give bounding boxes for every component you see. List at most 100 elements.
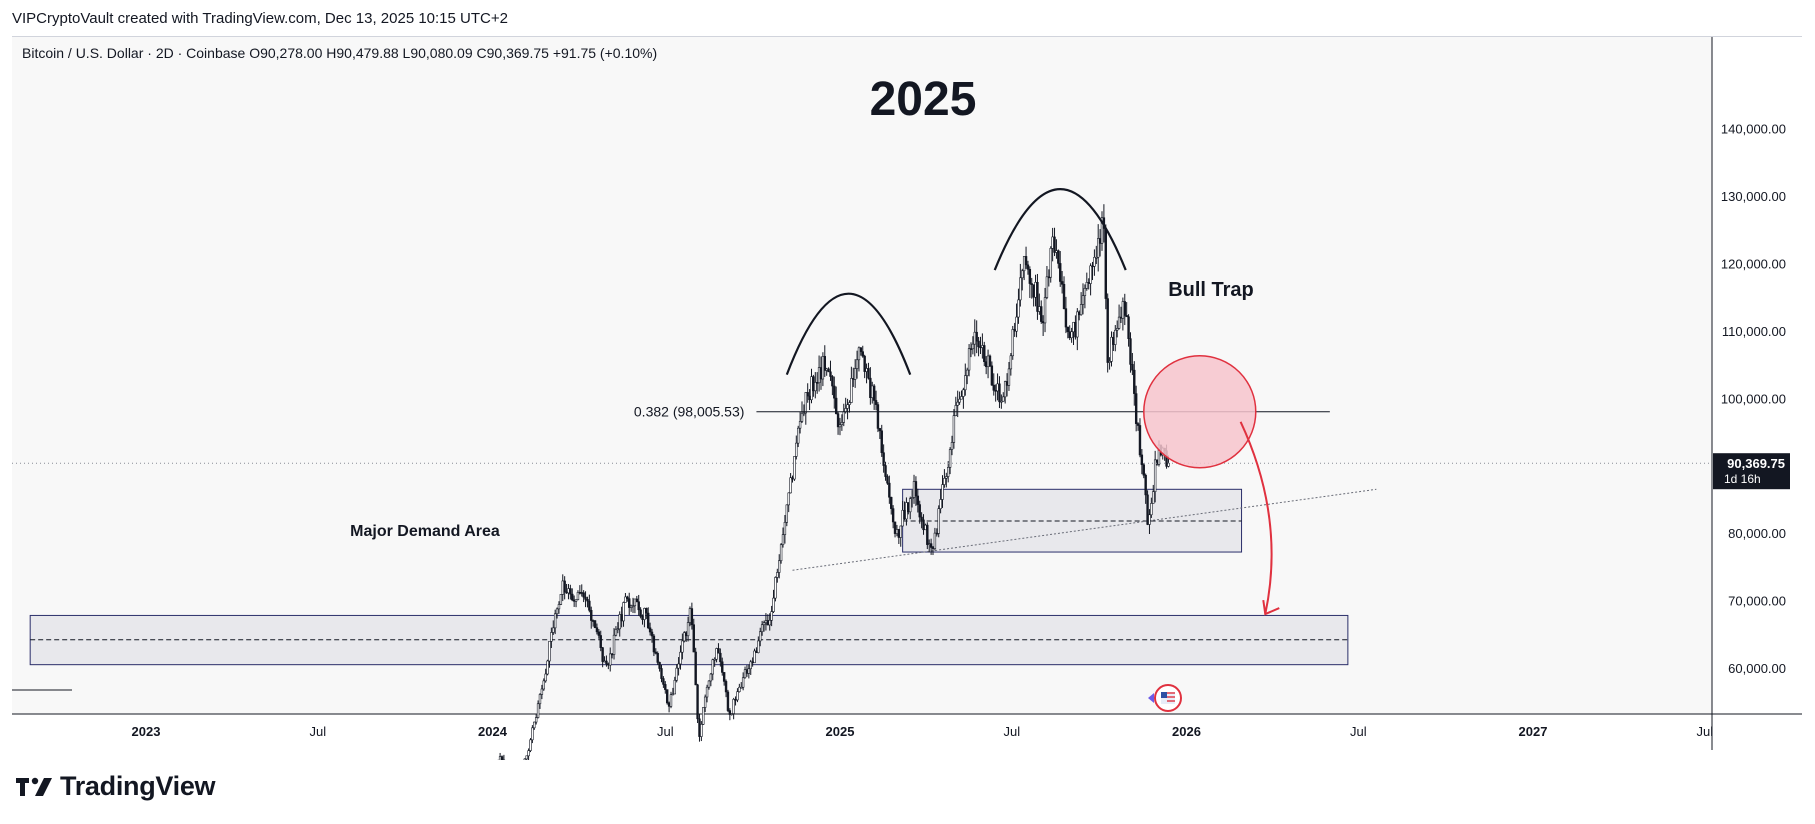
bull-trap-label: Bull Trap bbox=[1168, 279, 1254, 301]
candle bbox=[536, 700, 540, 719]
candle bbox=[550, 627, 553, 648]
candle bbox=[1138, 418, 1142, 458]
symbol-legend[interactable]: Bitcoin / U.S. Dollar · 2D · Coinbase O9… bbox=[22, 45, 657, 61]
candle bbox=[1002, 392, 1005, 402]
event-marker-pointer bbox=[1148, 693, 1154, 703]
price-chart[interactable]: Bitcoin / U.S. Dollar · 2D · Coinbase O9… bbox=[0, 0, 1815, 760]
candle bbox=[559, 593, 563, 606]
candle bbox=[702, 707, 705, 725]
candle bbox=[829, 360, 832, 381]
candle bbox=[1085, 272, 1089, 291]
candle bbox=[1095, 245, 1098, 265]
price-axis-background bbox=[1712, 37, 1802, 750]
candle bbox=[597, 628, 601, 639]
candle bbox=[721, 657, 724, 676]
candle bbox=[1129, 332, 1132, 373]
candle bbox=[876, 402, 880, 433]
candle bbox=[918, 500, 921, 524]
candle bbox=[738, 683, 741, 693]
candle bbox=[952, 409, 956, 449]
candle bbox=[1060, 270, 1064, 294]
candle bbox=[768, 613, 771, 631]
y-tick-label: 140,000.00 bbox=[1721, 121, 1786, 136]
x-tick-label: 2023 bbox=[132, 724, 161, 739]
candle bbox=[664, 681, 667, 694]
candle bbox=[833, 376, 836, 409]
x-tick-label: 2024 bbox=[478, 724, 508, 739]
candle bbox=[683, 631, 686, 643]
candle bbox=[1009, 353, 1013, 376]
candle bbox=[656, 651, 659, 665]
candle bbox=[586, 596, 589, 608]
candle bbox=[1123, 293, 1126, 326]
candle bbox=[576, 590, 580, 601]
candle bbox=[965, 367, 969, 385]
candle bbox=[533, 721, 536, 730]
candle bbox=[1066, 326, 1070, 339]
candle bbox=[635, 595, 639, 603]
candle bbox=[747, 664, 751, 679]
candle bbox=[553, 609, 557, 635]
candle bbox=[681, 633, 684, 660]
candle bbox=[673, 676, 676, 695]
candle bbox=[542, 678, 545, 691]
demand-area-label: Major Demand Area bbox=[350, 523, 500, 540]
candle bbox=[834, 386, 838, 415]
y-tick-label: 100,000.00 bbox=[1721, 391, 1786, 406]
candle bbox=[787, 492, 790, 513]
chart-attribution: VIPCryptoVault created with TradingView.… bbox=[12, 10, 508, 27]
candle bbox=[1093, 249, 1096, 276]
candle bbox=[857, 346, 861, 372]
candle bbox=[618, 611, 621, 637]
candle bbox=[827, 367, 830, 373]
candle-series bbox=[497, 204, 1170, 760]
candle bbox=[1007, 361, 1011, 391]
left-shoulder-arc bbox=[785, 292, 912, 376]
candle bbox=[713, 657, 716, 667]
candle bbox=[740, 682, 743, 689]
candle bbox=[914, 476, 918, 506]
candle bbox=[679, 645, 682, 670]
candle bbox=[1127, 314, 1130, 347]
candle bbox=[753, 648, 756, 664]
candle bbox=[1110, 331, 1113, 367]
forecast-arrow bbox=[1239, 421, 1273, 615]
candle bbox=[960, 390, 963, 400]
candle bbox=[654, 648, 658, 655]
candle bbox=[762, 620, 766, 632]
candle bbox=[534, 713, 538, 725]
x-tick-label: Jul bbox=[657, 724, 674, 739]
candle bbox=[639, 607, 642, 619]
candle bbox=[665, 689, 669, 705]
candle bbox=[707, 680, 711, 690]
candle bbox=[1134, 385, 1138, 432]
candle bbox=[700, 721, 703, 742]
candle bbox=[958, 391, 961, 405]
y-tick-label: 110,000.00 bbox=[1722, 324, 1786, 339]
candle bbox=[726, 689, 730, 713]
candle bbox=[645, 607, 648, 620]
candle bbox=[1057, 249, 1060, 269]
candle bbox=[660, 664, 663, 683]
candle bbox=[544, 668, 547, 683]
candle bbox=[523, 758, 526, 760]
candle bbox=[717, 643, 720, 654]
candle bbox=[823, 345, 826, 377]
candle bbox=[929, 538, 933, 555]
candle bbox=[888, 475, 891, 504]
candle bbox=[1144, 473, 1147, 504]
candle bbox=[1011, 325, 1014, 360]
candle bbox=[759, 627, 762, 647]
candle bbox=[1036, 273, 1039, 320]
candle bbox=[776, 568, 779, 583]
candle bbox=[671, 687, 675, 696]
x-tick-label: 2027 bbox=[1519, 724, 1548, 739]
candle bbox=[1106, 293, 1109, 373]
candle bbox=[590, 606, 593, 629]
candle bbox=[730, 713, 733, 716]
tradingview-logo[interactable]: TradingView bbox=[16, 771, 216, 802]
candle bbox=[1153, 450, 1157, 503]
candle bbox=[891, 505, 895, 529]
candle bbox=[1148, 509, 1151, 534]
candle bbox=[696, 683, 699, 724]
